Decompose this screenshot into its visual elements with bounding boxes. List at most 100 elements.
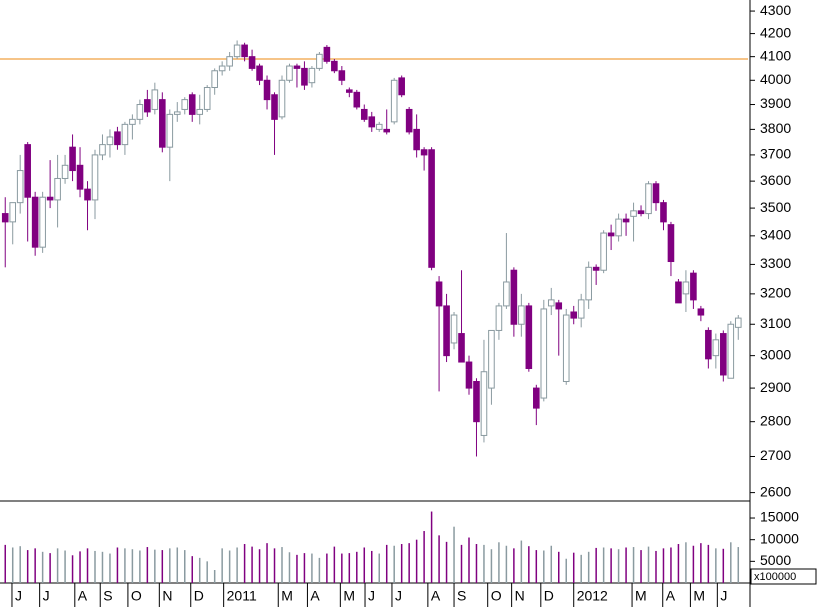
y-tick-label: 3400 — [760, 227, 791, 243]
candle-body — [248, 56, 256, 69]
candle-body — [660, 202, 667, 223]
x-tick-label: J — [368, 588, 375, 604]
candle-body — [346, 89, 353, 93]
x-tick-label: A — [78, 588, 88, 604]
candle-body — [263, 79, 271, 101]
candle-body — [734, 317, 742, 328]
y-tick-label: 3000 — [760, 346, 791, 362]
candle-body — [151, 89, 159, 110]
candle-body — [383, 128, 391, 133]
x-tick-label: N — [515, 588, 525, 604]
y-tick-label: 3300 — [760, 255, 791, 271]
candle-body — [293, 65, 301, 69]
candle-body — [570, 311, 578, 319]
candle-body — [286, 65, 293, 81]
candle-body — [547, 299, 555, 307]
candle-body — [533, 387, 540, 409]
x-tick-label: O — [491, 588, 502, 604]
candle-body — [338, 70, 346, 81]
candle-body — [188, 94, 196, 115]
candle-body — [218, 65, 226, 72]
candle-body — [114, 131, 121, 146]
candle-body — [31, 196, 39, 248]
candle-body — [398, 77, 405, 96]
candle-body — [233, 44, 241, 58]
x-tick-label: S — [103, 588, 112, 604]
candle-body — [241, 44, 248, 58]
candle-body — [353, 91, 361, 108]
y-tick-label: 3200 — [760, 285, 791, 301]
candle-body — [562, 314, 570, 383]
volume-tick-label: 5000 — [760, 552, 791, 568]
candle-body — [390, 79, 398, 123]
candle-body — [84, 188, 91, 201]
candle-body — [166, 113, 174, 148]
candle-body — [46, 196, 54, 201]
candle-body — [99, 144, 106, 156]
x-tick-label: J — [395, 588, 402, 604]
candle-body — [256, 65, 263, 81]
candle-body — [136, 104, 144, 120]
candle-body — [630, 210, 637, 217]
x-tick-label: J — [15, 588, 22, 604]
candle-body — [39, 196, 46, 248]
y-tick-label: 4200 — [760, 24, 791, 40]
volume-unit-label: x100000 — [754, 571, 796, 583]
candle-body — [24, 144, 31, 198]
candle-body — [615, 218, 622, 237]
candle-body — [308, 67, 316, 84]
candle-body — [69, 146, 76, 172]
candle-body — [488, 329, 495, 389]
candle-body — [173, 111, 181, 115]
y-tick-label: 3500 — [760, 199, 791, 215]
y-tick-label: 3100 — [760, 315, 791, 331]
candle-body — [226, 56, 233, 67]
candle-body — [129, 118, 136, 125]
candle-body — [720, 333, 727, 376]
volume-tick-label: 15000 — [760, 509, 799, 525]
y-tick-label: 4100 — [760, 47, 791, 63]
candle-body — [503, 281, 510, 307]
x-tick-label: A — [431, 588, 441, 604]
candle-body — [465, 361, 473, 389]
x-tick-label: M — [693, 588, 705, 604]
candle-body — [405, 108, 413, 133]
candle-body — [592, 266, 600, 271]
y-tick-label: 2900 — [760, 379, 791, 395]
candle-body — [667, 224, 675, 263]
y-tick-label: 2800 — [760, 412, 791, 428]
candle-body — [106, 136, 114, 146]
candle-body — [473, 381, 480, 423]
candle-body — [375, 123, 383, 130]
x-tick-label: D — [544, 588, 554, 604]
candle-body — [675, 281, 682, 304]
candle-body — [54, 177, 61, 201]
candle-body — [443, 305, 450, 357]
candle-body — [600, 232, 607, 271]
candle-body — [435, 281, 443, 307]
x-tick-label: J — [43, 588, 50, 604]
candle-body — [518, 305, 525, 325]
candle-body — [652, 183, 660, 204]
candle-body — [510, 269, 518, 325]
candle-body — [16, 170, 24, 204]
candle-body — [705, 329, 712, 360]
candle-body — [331, 60, 338, 72]
x-tick-label: 2012 — [577, 588, 608, 604]
candle-body — [682, 281, 690, 295]
y-tick-label: 2700 — [760, 447, 791, 463]
candle-body — [645, 183, 652, 215]
y-tick-label: 3700 — [760, 146, 791, 162]
candle-body — [181, 99, 189, 110]
candle-body — [91, 154, 99, 201]
candle-body — [637, 210, 645, 215]
candle-body — [203, 86, 211, 110]
x-tick-label: D — [194, 588, 204, 604]
candle-body — [607, 232, 615, 237]
y-tick-label: 3800 — [760, 120, 791, 136]
y-tick-label: 2600 — [760, 483, 791, 499]
x-tick-label: J — [720, 588, 727, 604]
candle-body — [540, 308, 548, 399]
candle-body — [577, 299, 585, 319]
candle-body — [480, 371, 488, 436]
